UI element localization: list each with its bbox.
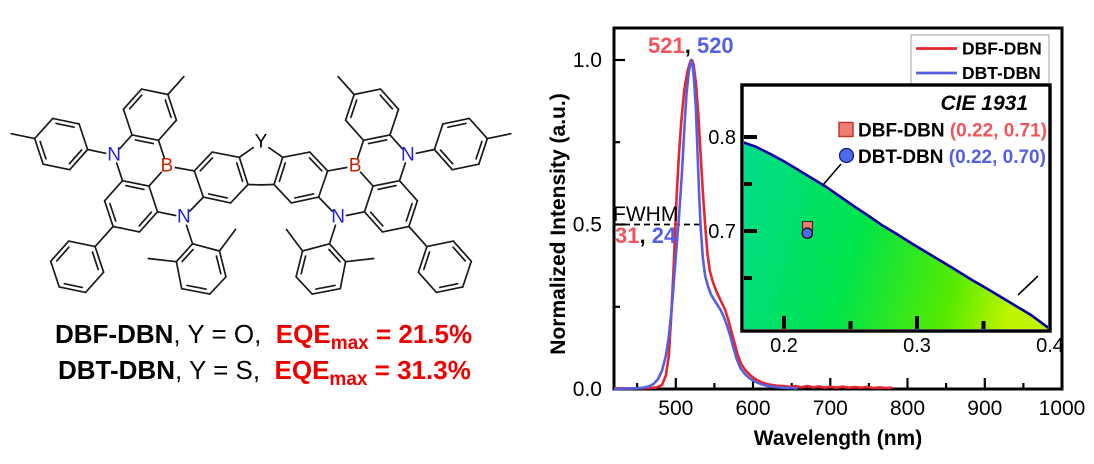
svg-text:Wavelength (nm): Wavelength (nm): [754, 427, 922, 450]
svg-text:N: N: [107, 145, 121, 166]
svg-text:Y: Y: [255, 132, 268, 153]
svg-text:800: 800: [890, 397, 925, 420]
svg-text:500: 500: [658, 397, 693, 420]
svg-text:1.0: 1.0: [573, 49, 602, 72]
svg-text:DBF-DBN: DBF-DBN: [962, 39, 1042, 59]
svg-text:0.7: 0.7: [708, 221, 736, 243]
svg-text:1000: 1000: [1039, 397, 1086, 420]
svg-text:0.3: 0.3: [903, 335, 931, 357]
svg-text:DBT-DBN (0.22, 0.70): DBT-DBN (0.22, 0.70): [858, 147, 1046, 168]
svg-text:DBT-DBN, Y = S, EQEmax = 31.3: DBT-DBN, Y = S, EQEmax = 31.3%: [58, 355, 471, 390]
svg-text:N: N: [177, 207, 191, 228]
svg-text:CIE 1931: CIE 1931: [940, 92, 1028, 115]
svg-text:521, 520: 521, 520: [648, 33, 734, 58]
svg-text:600: 600: [735, 397, 770, 420]
svg-text:0.4: 0.4: [1036, 335, 1064, 357]
svg-text:DBF-DBN (0.22, 0.71): DBF-DBN (0.22, 0.71): [858, 121, 1047, 142]
svg-text:0.2: 0.2: [770, 335, 798, 357]
svg-text:31, 24: 31, 24: [615, 223, 677, 248]
svg-text:0.8: 0.8: [708, 127, 736, 149]
svg-text:B: B: [161, 156, 174, 177]
svg-text:900: 900: [967, 397, 1002, 420]
svg-text:700: 700: [813, 397, 848, 420]
svg-text:DBF-DBN, Y = O, EQEmax = 21.5: DBF-DBN, Y = O, EQEmax = 21.5%: [55, 319, 472, 354]
svg-text:B: B: [349, 156, 362, 177]
svg-text:0.5: 0.5: [573, 214, 602, 237]
svg-text:FWHM: FWHM: [613, 203, 678, 226]
svg-text:Normalized Intensity (a.u.): Normalized Intensity (a.u.): [547, 93, 570, 354]
svg-text:DBT-DBN: DBT-DBN: [962, 63, 1041, 83]
svg-text:0.0: 0.0: [573, 378, 602, 401]
svg-text:N: N: [401, 145, 415, 166]
svg-text:N: N: [331, 207, 345, 228]
